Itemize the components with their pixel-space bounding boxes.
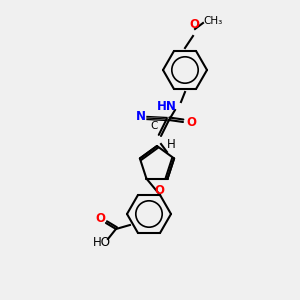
Text: O: O <box>154 184 164 196</box>
Text: H: H <box>167 137 176 151</box>
Text: O: O <box>186 116 196 128</box>
Text: C: C <box>150 121 158 131</box>
Text: O: O <box>189 18 199 31</box>
Text: O: O <box>95 212 105 226</box>
Text: N: N <box>136 110 146 124</box>
Text: HN: HN <box>157 100 177 112</box>
Text: CH₃: CH₃ <box>203 16 222 26</box>
Text: HO: HO <box>93 236 111 250</box>
